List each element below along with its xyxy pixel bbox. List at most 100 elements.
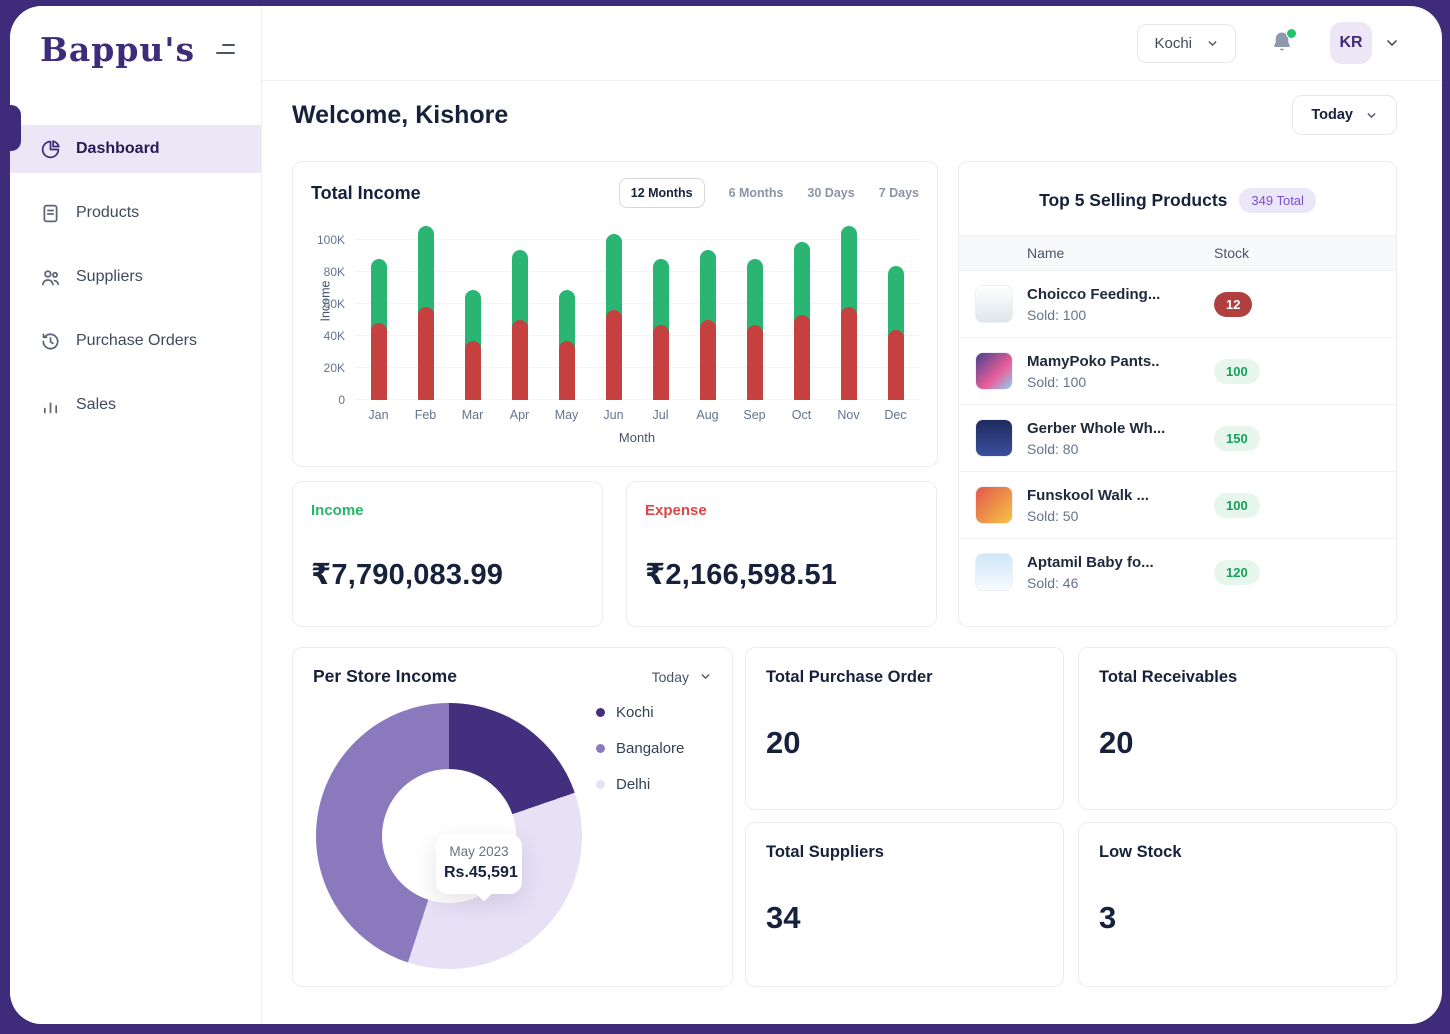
legend-item-delhi[interactable]: Delhi — [596, 776, 684, 793]
bar-group-jan — [355, 222, 402, 400]
products-table-body: Choicco Feeding... Sold: 100 12 MamyPoko Pa… — [959, 271, 1396, 605]
product-info: Choicco Feeding... Sold: 100 — [1027, 286, 1202, 323]
bar-columns — [355, 222, 919, 400]
x-tick-label: Nov — [837, 408, 860, 422]
expense-bar-segment — [370, 323, 387, 400]
brand-logo: Bappu's — [40, 30, 196, 69]
notification-dot — [1286, 28, 1297, 39]
topbar: Kochi KR — [262, 6, 1442, 81]
stat-value: 3 — [1099, 900, 1117, 935]
x-tick-label: May — [554, 408, 579, 422]
location-select[interactable]: Kochi — [1137, 23, 1236, 63]
sidebar-item-suppliers[interactable]: Suppliers — [10, 253, 261, 301]
x-tick-label: Jan — [368, 408, 389, 422]
product-row-mamypoko-pants[interactable]: MamyPoko Pants.. Sold: 100 100 — [959, 338, 1396, 405]
product-row-aptamil-baby-fo[interactable]: Aptamil Baby fo... Sold: 46 120 — [959, 539, 1396, 605]
expense-label: Expense — [645, 502, 707, 519]
chevron-down-icon — [1206, 37, 1219, 50]
product-row-choicco-feeding[interactable]: Choicco Feeding... Sold: 100 12 — [959, 271, 1396, 338]
bar-group-dec — [872, 222, 919, 400]
sidebar-item-sales[interactable]: Sales — [10, 381, 261, 429]
sidebar-item-purchase-orders[interactable]: Purchase Orders — [10, 317, 261, 365]
expense-bar-segment — [652, 324, 669, 400]
products-table-header: Name Stock — [959, 235, 1396, 271]
product-name: Choicco Feeding... — [1027, 285, 1161, 303]
bar-group-apr — [496, 222, 543, 400]
product-name: MamyPoko Pants.. — [1027, 352, 1160, 370]
stock-badge: 12 — [1214, 291, 1253, 317]
bar-group-nov — [825, 222, 872, 400]
expense-card: Expense ₹2,166,598.51 — [626, 481, 937, 627]
tab-30-days[interactable]: 30 Days — [807, 186, 855, 200]
tab-7-days[interactable]: 7 Days — [878, 186, 919, 200]
gridline — [355, 335, 919, 336]
tab-12-months[interactable]: 12 Months — [618, 178, 705, 208]
top-products-card: Top 5 Selling Products 349 Total Name St… — [958, 161, 1397, 627]
top-products-title: Top 5 Selling Products — [1039, 190, 1228, 210]
product-stock-cell: 100 — [1214, 492, 1380, 518]
tab-6-months[interactable]: 6 Months — [728, 186, 784, 200]
total-income-card: Total Income 12 Months 6 Months 30 Days 7 D… — [292, 161, 938, 467]
sidebar-item-products[interactable]: Products — [10, 189, 261, 237]
product-image — [975, 553, 1013, 591]
expense-bar-segment — [793, 315, 810, 400]
legend-item-bangalore[interactable]: Bangalore — [596, 740, 684, 757]
legend-item-kochi[interactable]: Kochi — [596, 704, 684, 721]
product-stock-cell: 12 — [1214, 291, 1380, 317]
product-image — [975, 486, 1013, 524]
expense-bar-segment — [746, 324, 763, 400]
expense-bar-segment — [605, 310, 622, 400]
pie-chart-icon — [40, 139, 61, 160]
product-name: Funskool Walk ... — [1027, 486, 1149, 504]
product-image — [975, 285, 1013, 323]
stat-label: Total Suppliers — [766, 843, 884, 861]
active-nav-indicator — [10, 105, 21, 151]
menu-fold-icon[interactable] — [213, 43, 235, 57]
per-store-range-select[interactable]: Today — [652, 669, 712, 685]
gridline — [355, 367, 919, 368]
stat-card-total-purchase-order: Total Purchase Order 20 — [745, 647, 1064, 810]
x-axis-ticks: Jan Feb Mar Apr May Jun Jul Aug Sep Oct Nov Dec — [355, 408, 919, 422]
stat-label: Total Receivables — [1099, 668, 1238, 686]
y-tick-label: 80K — [323, 265, 345, 279]
expense-bar-segment — [699, 320, 716, 400]
product-name: Gerber Whole Wh... — [1027, 419, 1166, 437]
product-row-gerber-whole-wh[interactable]: Gerber Whole Wh... Sold: 80 150 — [959, 405, 1396, 472]
bar-group-may — [543, 222, 590, 400]
x-tick-label: Aug — [696, 408, 719, 422]
product-sold: Sold: 46 — [1027, 574, 1079, 591]
legend-dot — [596, 708, 605, 717]
page-title: Welcome, Kishore — [292, 100, 509, 129]
date-range-label: Today — [1311, 107, 1353, 123]
expense-bar-segment — [511, 320, 528, 400]
gridline — [355, 271, 919, 272]
sidebar-item-label: Products — [76, 204, 140, 221]
legend-label: Bangalore — [616, 740, 685, 757]
product-sold: Sold: 80 — [1027, 440, 1079, 457]
x-tick-label: Sep — [743, 408, 766, 422]
document-icon — [40, 203, 61, 224]
chart-range-tabs: 12 Months 6 Months 30 Days 7 Days — [618, 178, 919, 208]
user-menu[interactable]: KR — [1330, 22, 1400, 64]
bar-group-mar — [449, 222, 496, 400]
product-image — [975, 419, 1013, 457]
avatar: KR — [1330, 22, 1372, 64]
sidebar-item-label: Suppliers — [76, 268, 143, 285]
content-area: Kochi KR Welcome, Kishor — [262, 6, 1442, 1024]
product-row-funskool-walk[interactable]: Funskool Walk ... Sold: 50 100 — [959, 472, 1396, 539]
product-info: Funskool Walk ... Sold: 50 — [1027, 487, 1202, 524]
x-tick-label: Jul — [652, 408, 669, 422]
sidebar-nav: Dashboard Products Suppliers Purchase Order… — [10, 125, 261, 429]
donut-legend: Kochi Bangalore Delhi — [596, 704, 684, 793]
chevron-down-icon — [699, 670, 712, 683]
x-tick-label: Feb — [414, 408, 437, 422]
expense-value: ₹2,166,598.51 — [645, 559, 838, 591]
gridline — [355, 239, 919, 240]
y-tick-label: 100K — [316, 233, 345, 247]
sidebar-item-dashboard[interactable]: Dashboard — [10, 125, 261, 173]
date-range-button[interactable]: Today — [1292, 95, 1397, 135]
chevron-down-icon — [1384, 35, 1400, 51]
stat-label: Total Purchase Order — [766, 668, 933, 686]
notification-bell-icon[interactable] — [1270, 28, 1297, 56]
product-sold: Sold: 100 — [1027, 306, 1087, 323]
